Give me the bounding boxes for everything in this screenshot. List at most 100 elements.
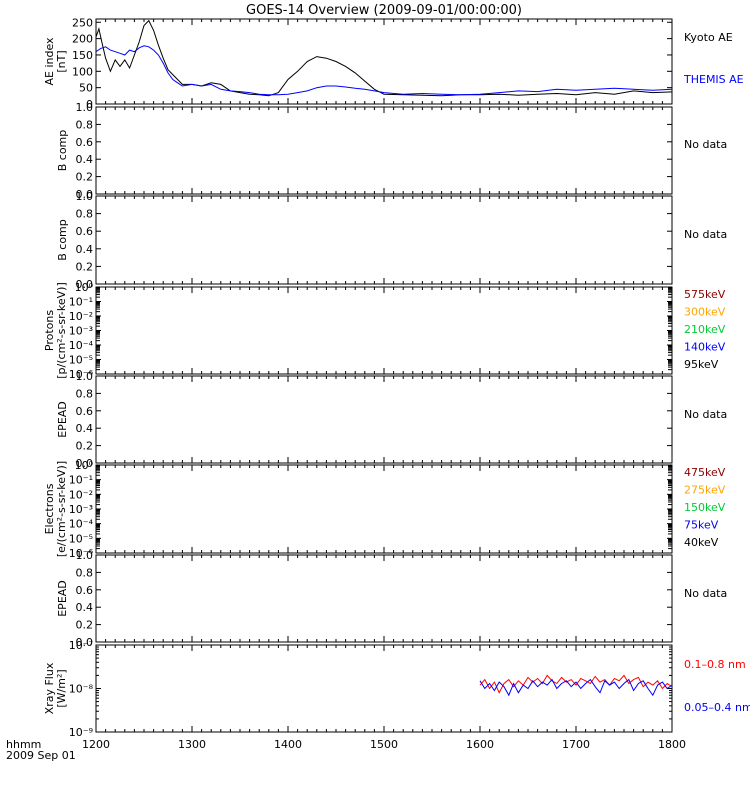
y-axis-label: Protons	[43, 310, 56, 351]
no-data-label: No data	[684, 228, 727, 241]
y-tick-label: 0.8	[76, 566, 94, 579]
y-tick-label: 0.0	[76, 636, 94, 649]
y-tick-label: 10⁻⁸	[69, 683, 94, 696]
y-tick-label: 0	[86, 98, 93, 111]
y-tick-label: 0.6	[76, 225, 94, 238]
panel-frame	[95, 464, 673, 554]
panel-frame	[95, 195, 673, 285]
legend-themis-ae: THEMIS AE	[683, 73, 744, 86]
y-tick-label: 0.8	[76, 118, 94, 131]
legend-575keV: 575keV	[684, 288, 726, 301]
y-axis-label: B comp	[56, 130, 69, 172]
y-axis-unit-label: [W/m²]	[55, 669, 68, 707]
figure-title: GOES-14 Overview (2009-09-01/00:00:00)	[246, 3, 522, 18]
y-tick-label: 10⁻⁶	[69, 547, 94, 560]
y-axis-label: B comp	[56, 219, 69, 261]
panel-ae: 0 50 100 150 200 250 AE index [nT]	[43, 16, 673, 111]
panel-frame	[95, 375, 673, 464]
x-tick-label: 1800	[658, 738, 686, 751]
time-axis-corner-label: hhmm	[6, 738, 41, 751]
y-tick-label: 0.2	[76, 619, 94, 632]
y-tick-label: 0.6	[76, 405, 94, 418]
y-tick-label: 0.8	[76, 387, 94, 400]
x-tick-label: 1400	[274, 738, 302, 751]
y-tick-label: 0.4	[76, 153, 94, 166]
y-tick-label: 0.0	[76, 457, 94, 470]
legend-95keV: 95keV	[684, 358, 719, 371]
y-axis-label: AE index	[43, 37, 56, 86]
y-tick-label: 1.0	[76, 370, 94, 383]
legend-xray-short: 0.05–0.4 nm	[684, 701, 750, 714]
y-axis-label: EPEAD	[56, 580, 69, 617]
y-tick-label: 10⁰	[75, 459, 94, 472]
y-tick-label: 10⁻⁷	[69, 639, 93, 652]
y-tick-label: 10⁻³	[69, 503, 93, 516]
panel-epead1: 0.0 0.2 0.4 0.6 0.8 1.0 EPEAD No data	[56, 370, 727, 470]
x-tick-label: 1700	[562, 738, 590, 751]
y-tick-label: 250	[72, 16, 93, 29]
y-tick-label: 10⁻⁴	[69, 339, 94, 352]
legend-40keV: 40keV	[684, 536, 719, 549]
xray-series-group: 0.1–0.8 nm 0.05–0.4 nm	[479, 658, 750, 714]
legend-300keV: 300keV	[684, 306, 726, 319]
y-tick-label: 0.4	[76, 601, 94, 614]
series-line-0.05–0.4 nm	[479, 678, 673, 697]
y-tick-label: 0.8	[76, 208, 94, 221]
y-tick-label: 10⁻¹	[69, 296, 93, 309]
no-data-label: No data	[684, 587, 727, 600]
y-tick-label: 10⁻²	[69, 488, 93, 501]
y-tick-label: 10⁻³	[69, 325, 93, 338]
time-axis-date-label: 2009 Sep 01	[6, 749, 76, 762]
panel-frame	[95, 286, 673, 375]
y-tick-label: 10⁻⁵	[69, 532, 93, 545]
y-tick-label: 10⁻⁶	[69, 368, 94, 381]
panel-epead2: 0.0 0.2 0.4 0.6 0.8 1.0 EPEAD No data	[56, 549, 727, 649]
y-tick-label: 0.2	[76, 171, 94, 184]
legend-475keV: 475keV	[684, 466, 726, 479]
panel-bcomp2: 0.0 0.2 0.4 0.6 0.8 1.0 B comp No data	[56, 190, 727, 291]
y-tick-label: 10⁻⁹	[69, 726, 93, 739]
y-tick-label: 0.6	[76, 136, 94, 149]
time-axis: 1200 1300 1400 1500 1600 1700 1800	[82, 738, 686, 751]
panel-frame	[95, 554, 673, 643]
x-tick-label: 1500	[370, 738, 398, 751]
y-axis-unit-label: [nT]	[55, 50, 68, 72]
y-axis-label: Electrons	[43, 483, 56, 534]
no-data-label: No data	[684, 138, 727, 151]
panel-frame	[95, 644, 673, 733]
y-tick-label: 0.4	[76, 243, 94, 256]
panel-frame	[95, 18, 673, 105]
series-line-THEMIS AE	[95, 45, 673, 96]
y-tick-label: 1.0	[76, 190, 94, 203]
series-line-Kyoto AE	[95, 19, 673, 97]
legend-150keV: 150keV	[684, 501, 726, 514]
y-axis-unit-label: [p/(cm²-s-sr-keV)]	[55, 282, 68, 379]
y-tick-label: 0.6	[76, 584, 94, 597]
y-tick-label: 50	[79, 82, 93, 95]
legend-140keV: 140keV	[684, 341, 726, 354]
series-line-0.1–0.8 nm	[479, 674, 673, 694]
panel-xray: 10⁻⁹ 10⁻⁸ 10⁻⁷ Xray Flux [W/m²]	[43, 639, 673, 739]
y-tick-label: 0.0	[76, 188, 94, 201]
y-tick-label: 0.2	[76, 440, 94, 453]
no-data-label: No data	[684, 408, 727, 421]
y-tick-label: 1.0	[76, 101, 94, 114]
legend-xray-long: 0.1–0.8 nm	[684, 658, 746, 671]
y-tick-label: 0.0	[76, 278, 94, 291]
y-tick-label: 10⁻²	[69, 310, 93, 323]
y-tick-label: 100	[72, 65, 93, 78]
y-axis-unit-label: [e/(cm²-s-sr-keV)]	[55, 461, 68, 557]
y-tick-label: 1.0	[76, 549, 94, 562]
x-tick-label: 1300	[178, 738, 206, 751]
y-tick-label: 200	[72, 33, 93, 46]
y-axis-label: EPEAD	[56, 401, 69, 438]
legend-210keV: 210keV	[684, 323, 726, 336]
panel-bcomp1: 0.0 0.2 0.4 0.6 0.8 1.0 B comp No data	[56, 101, 727, 201]
panel-protons: 10⁻⁶10⁻⁵ 10⁻⁴10⁻³ 10⁻²10⁻¹ 10⁰ Protons [p/(cm…	[43, 281, 726, 381]
y-tick-label: 10⁻⁴	[69, 518, 94, 531]
y-axis-label: Xray Flux	[43, 662, 56, 714]
y-tick-label: 10⁰	[75, 281, 94, 294]
y-tick-label: 0.2	[76, 260, 94, 273]
